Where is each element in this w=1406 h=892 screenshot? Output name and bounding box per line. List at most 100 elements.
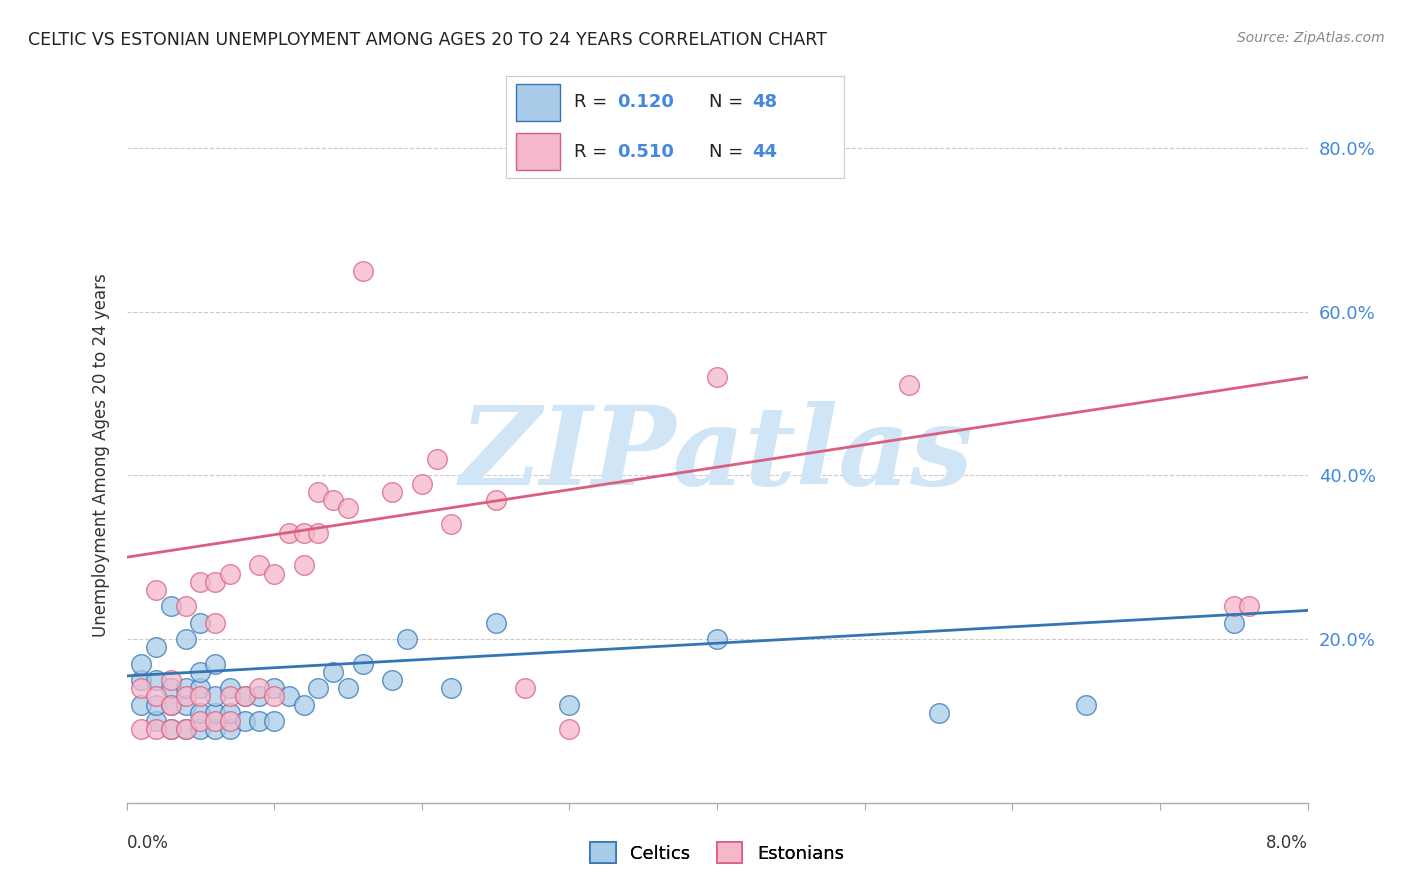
Point — [160, 681, 183, 696]
Point — [219, 690, 242, 704]
Text: 44: 44 — [752, 143, 778, 161]
Point — [219, 681, 242, 696]
Point — [307, 484, 329, 499]
Text: CELTIC VS ESTONIAN UNEMPLOYMENT AMONG AGES 20 TO 24 YEARS CORRELATION CHART: CELTIC VS ESTONIAN UNEMPLOYMENT AMONG AG… — [28, 31, 827, 49]
Y-axis label: Unemployment Among Ages 20 to 24 years: Unemployment Among Ages 20 to 24 years — [91, 273, 110, 637]
Point — [411, 476, 433, 491]
Point — [160, 698, 183, 712]
Point — [219, 566, 242, 581]
Text: 0.510: 0.510 — [617, 143, 675, 161]
Point — [188, 714, 211, 728]
Text: ZIPatlas: ZIPatlas — [460, 401, 974, 508]
Point — [396, 632, 419, 646]
Point — [188, 574, 211, 589]
Point — [381, 673, 404, 687]
Point — [145, 722, 167, 736]
Point — [233, 690, 256, 704]
Point — [129, 722, 153, 736]
Text: N =: N = — [709, 143, 748, 161]
Point — [145, 582, 167, 597]
Point — [307, 525, 329, 540]
Point — [204, 722, 226, 736]
Point — [278, 690, 301, 704]
FancyBboxPatch shape — [516, 84, 560, 121]
Point — [247, 714, 270, 728]
Text: 0.0%: 0.0% — [127, 834, 169, 852]
Text: N =: N = — [709, 94, 748, 112]
Point — [247, 558, 270, 573]
Point — [204, 574, 226, 589]
Point — [204, 714, 226, 728]
Point — [188, 615, 211, 630]
Point — [352, 264, 374, 278]
Point — [292, 525, 315, 540]
Legend: Celtics, Estonians: Celtics, Estonians — [583, 835, 851, 871]
Point — [129, 673, 153, 687]
Point — [160, 722, 183, 736]
Point — [322, 492, 344, 507]
Point — [174, 722, 197, 736]
Point — [129, 698, 153, 712]
Point — [219, 722, 242, 736]
Point — [247, 690, 270, 704]
Point — [174, 690, 197, 704]
Point — [145, 690, 167, 704]
Point — [484, 492, 508, 507]
Point — [204, 657, 226, 671]
FancyBboxPatch shape — [516, 133, 560, 170]
Point — [145, 640, 167, 655]
Point — [515, 681, 537, 696]
Point — [322, 665, 344, 679]
Point — [160, 722, 183, 736]
Text: 48: 48 — [752, 94, 778, 112]
Point — [263, 714, 285, 728]
Point — [204, 706, 226, 720]
Point — [174, 681, 197, 696]
Point — [188, 722, 211, 736]
Point — [204, 690, 226, 704]
Point — [292, 698, 315, 712]
Text: R =: R = — [574, 94, 613, 112]
Point — [263, 566, 285, 581]
Point — [174, 722, 197, 736]
Point — [145, 698, 167, 712]
Point — [1076, 698, 1098, 712]
Point — [188, 665, 211, 679]
Point — [188, 681, 211, 696]
Point — [381, 484, 404, 499]
Point — [160, 698, 183, 712]
Point — [160, 599, 183, 614]
Point — [247, 681, 270, 696]
Point — [928, 706, 950, 720]
Point — [292, 558, 315, 573]
Point — [129, 657, 153, 671]
Text: R =: R = — [574, 143, 613, 161]
Point — [219, 714, 242, 728]
Point — [337, 501, 360, 516]
Point — [1237, 599, 1260, 614]
Point — [1222, 599, 1246, 614]
Point — [558, 698, 581, 712]
Point — [706, 370, 728, 384]
Point — [145, 673, 167, 687]
Point — [352, 657, 374, 671]
Point — [440, 517, 463, 532]
Point — [425, 452, 447, 467]
Point — [337, 681, 360, 696]
Point — [897, 378, 920, 392]
Point — [188, 706, 211, 720]
Text: Source: ZipAtlas.com: Source: ZipAtlas.com — [1237, 31, 1385, 45]
Point — [440, 681, 463, 696]
Point — [706, 632, 728, 646]
Point — [278, 525, 301, 540]
Point — [188, 690, 211, 704]
Point — [263, 681, 285, 696]
Point — [174, 599, 197, 614]
Point — [174, 698, 197, 712]
Point — [558, 722, 581, 736]
Point — [1222, 615, 1246, 630]
Text: 0.120: 0.120 — [617, 94, 675, 112]
Point — [263, 690, 285, 704]
Point — [219, 706, 242, 720]
Point — [160, 673, 183, 687]
